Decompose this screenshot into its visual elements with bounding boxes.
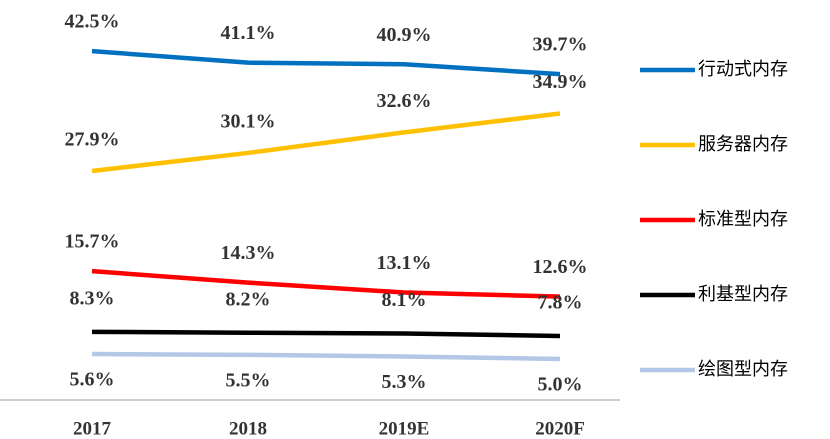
legend-label: 利基型内存 [698,284,788,305]
series-line [91,268,561,299]
legend-label: 行动式内存 [698,59,788,80]
data-label: 15.7% [65,231,120,253]
data-label: 5.6% [70,369,115,391]
data-label: 12.6% [533,256,588,278]
data-label: 39.7% [533,34,588,56]
data-label: 27.9% [65,129,120,151]
data-label: 8.1% [382,289,427,311]
legend-label: 标准型内存 [698,209,788,230]
data-label: 7.8% [538,292,583,314]
data-label: 40.9% [377,24,432,46]
x-tick-label: 2017 [73,418,112,439]
series-line [91,48,561,77]
data-label: 30.1% [221,111,276,133]
data-label: 5.0% [538,374,583,396]
data-label: 13.1% [377,252,432,274]
series-line [91,351,561,362]
x-tick-label: 2020F [535,418,585,439]
data-label: 8.3% [70,287,115,309]
x-tick-label: 2018 [229,418,267,439]
data-label: 34.9% [533,71,588,93]
series-line [91,329,561,339]
legend-label: 绘图型内存 [698,359,788,380]
series-line [91,111,561,174]
data-label: 5.5% [226,369,271,391]
data-label: 41.1% [221,22,276,44]
x-tick-label: 2019E [379,418,430,439]
data-label: 8.2% [226,288,271,310]
data-label: 32.6% [377,90,432,112]
data-label: 14.3% [221,242,276,264]
legend-label: 服务器内存 [698,134,788,155]
data-label: 5.3% [382,371,427,393]
data-label: 42.5% [65,11,120,33]
